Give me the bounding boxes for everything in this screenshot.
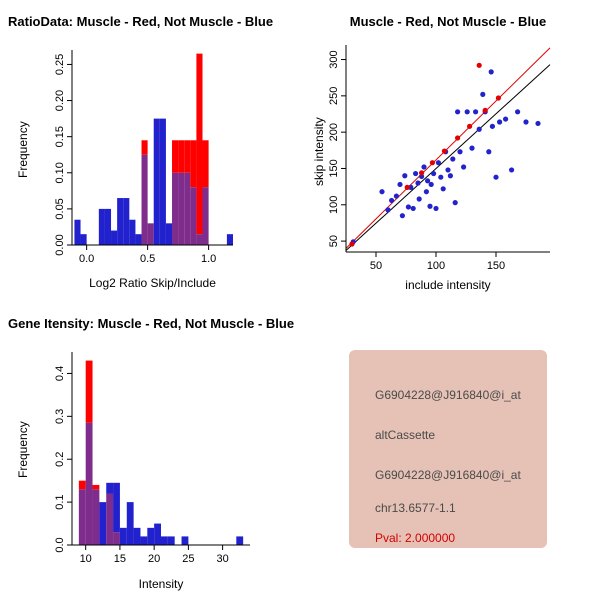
ratio-histogram-chart: 0.0 0.5 1.0 0.00 0.05 0.10 0.15 0.20 0.25 <box>54 50 233 265</box>
splice-event-type-text: altCassette <box>375 428 436 442</box>
svg-text:150: 150 <box>328 159 340 177</box>
svg-text:1.0: 1.0 <box>201 253 216 265</box>
gene-intensity-x-axis-label: Intensity <box>138 577 184 591</box>
svg-text:100: 100 <box>328 196 340 214</box>
svg-text:0.5: 0.5 <box>140 253 155 265</box>
svg-text:300: 300 <box>328 50 340 68</box>
svg-text:0.4: 0.4 <box>54 366 66 381</box>
gene-intensity-histogram-chart: 10 15 20 25 30 0.0 0.1 0.2 0.3 0.4 <box>54 352 250 565</box>
svg-text:100: 100 <box>427 260 445 272</box>
svg-text:0.2: 0.2 <box>54 452 66 467</box>
pval-text: Pval: 2.000000 <box>375 531 456 545</box>
svg-text:0.05: 0.05 <box>54 198 66 219</box>
svg-text:0.0: 0.0 <box>79 253 94 265</box>
svg-text:0.10: 0.10 <box>54 162 66 183</box>
svg-text:15: 15 <box>114 553 126 565</box>
gene-intensity-histogram-title: Gene Itensity: Muscle - Red, Not Muscle … <box>8 316 295 331</box>
intensity-scatter-title: Muscle - Red, Not Muscle - Blue <box>349 14 547 29</box>
ratio-histogram-y-axis-label: Frequency <box>16 121 30 178</box>
svg-text:0.3: 0.3 <box>54 409 66 424</box>
ratio-histogram-x-axis-label: Log2 Ratio Skip/Include <box>89 276 216 290</box>
svg-text:20: 20 <box>148 553 160 565</box>
svg-text:0.25: 0.25 <box>54 54 66 75</box>
probe-id-text: G6904228@J916840@i_at <box>375 388 521 402</box>
intensity-scatter-chart: 50 100 150 50 100 150 200 250 300 <box>328 45 551 272</box>
svg-text:50: 50 <box>370 260 382 272</box>
svg-text:0.15: 0.15 <box>54 126 66 147</box>
ratio-histogram-panel: 0.0 0.5 1.0 0.00 0.05 0.10 0.15 0.20 0.25 RatioD… <box>0 0 300 300</box>
probe-id-repeat-text: G6904228@J916840@i_at <box>375 468 521 482</box>
gene-intensity-y-axis-label: Frequency <box>16 421 30 478</box>
svg-text:0.1: 0.1 <box>54 494 66 509</box>
gene-intensity-histogram-panel: 10 15 20 25 30 0.0 0.1 0.2 0.3 0.4 Gene Itensity:… <box>0 300 300 600</box>
svg-text:0.00: 0.00 <box>54 234 66 255</box>
svg-text:150: 150 <box>487 260 505 272</box>
svg-text:250: 250 <box>328 87 340 105</box>
intensity-scatter-y-axis-label: skip intensity <box>312 117 326 186</box>
svg-text:0.0: 0.0 <box>54 537 66 552</box>
probe-info-panel: G6904228@J916840@i_at altCassette G69042… <box>349 350 547 548</box>
svg-text:0.20: 0.20 <box>54 90 66 111</box>
ratio-histogram-title: RatioData: Muscle - Red, Not Muscle - Bl… <box>8 14 274 29</box>
intensity-scatter-x-axis-label: include intensity <box>405 278 491 292</box>
svg-text:30: 30 <box>216 553 228 565</box>
chromosome-location-text: chr13.6577-1.1 <box>375 501 456 515</box>
intensity-scatter-panel: 50 100 150 50 100 150 200 250 300 Muscle - Red, … <box>300 0 600 300</box>
svg-text:10: 10 <box>80 553 92 565</box>
svg-text:25: 25 <box>182 553 194 565</box>
svg-text:50: 50 <box>328 235 340 247</box>
svg-text:200: 200 <box>328 123 340 141</box>
